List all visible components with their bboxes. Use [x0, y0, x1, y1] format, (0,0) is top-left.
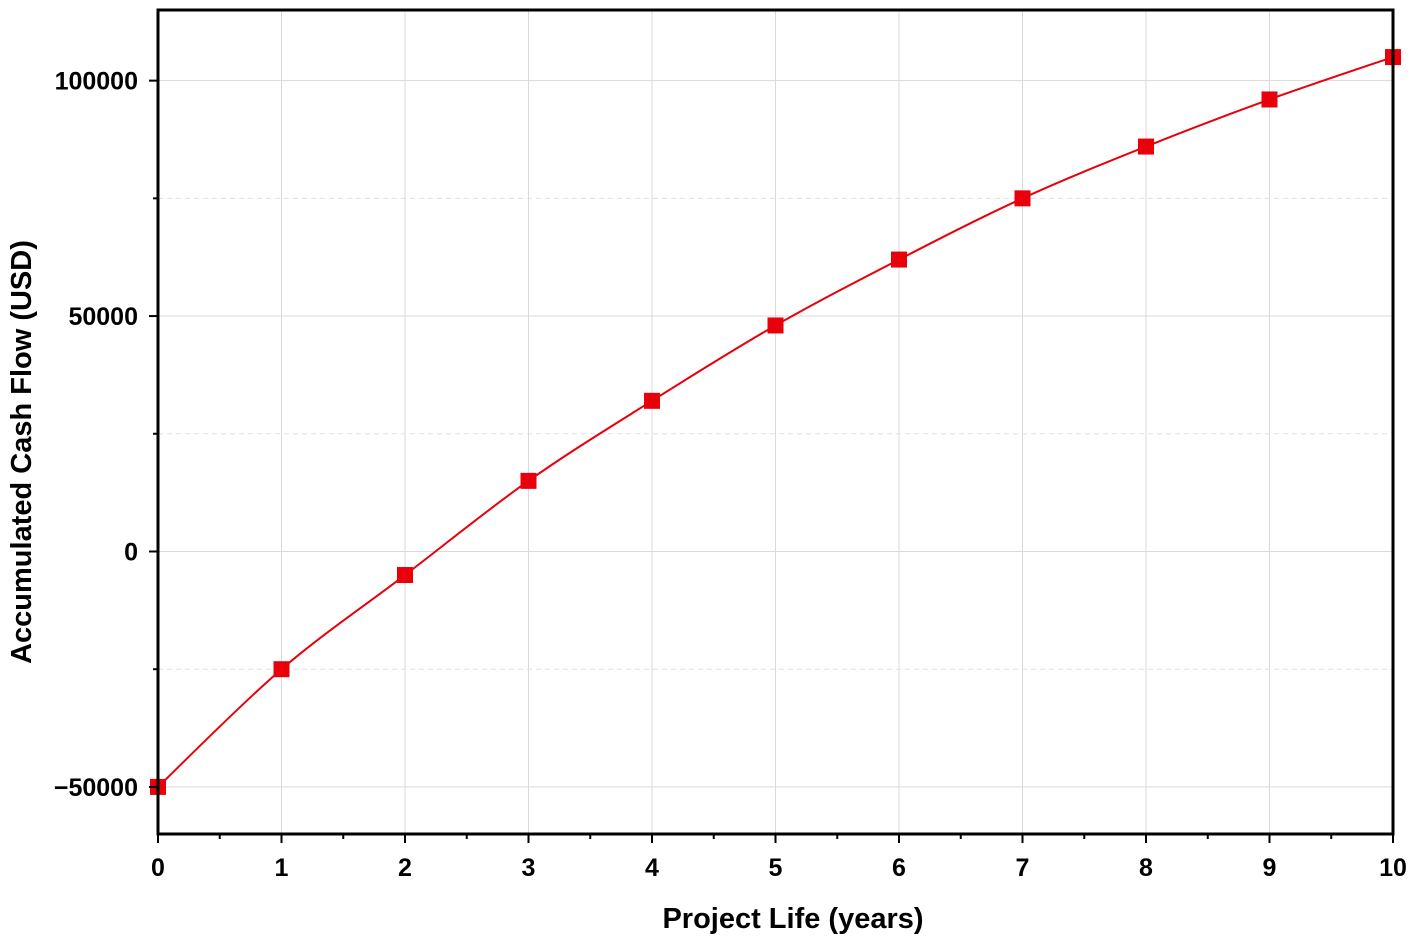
x-tick-label: 8 [1139, 854, 1153, 882]
grid [157, 10, 1394, 834]
data-point-marker [767, 317, 784, 334]
x-tick-label: 9 [1263, 854, 1277, 882]
x-tick-label: 2 [398, 854, 412, 882]
series-line [157, 56, 1394, 788]
series-layer [150, 49, 1401, 795]
data-point-marker [891, 251, 907, 268]
y-tick-label: 50000 [68, 303, 138, 331]
x-axis-title: Project Life (years) [662, 903, 923, 935]
x-tick-label: 5 [769, 854, 783, 882]
x-tick-label: 4 [645, 854, 659, 882]
y-tick-label: 0 [124, 538, 138, 566]
x-tick-label: 0 [151, 854, 165, 882]
data-point-marker [644, 392, 660, 409]
x-tick-label: 3 [522, 854, 536, 882]
data-point-marker [1261, 91, 1278, 108]
y-tick-label: 100000 [55, 68, 138, 96]
data-point-marker [397, 567, 413, 584]
data-point-marker [1138, 138, 1154, 155]
x-tick-label: 6 [892, 854, 906, 882]
data-point-marker [1014, 190, 1031, 207]
axis-ticks: 0 1 2 3 4 5 6 7 8 9 10 −50000 0 50000 100000 [54, 68, 1407, 882]
x-tick-label: 10 [1379, 854, 1407, 882]
y-tick-label: −50000 [54, 774, 138, 802]
x-tick-label: 7 [1016, 854, 1030, 882]
data-point-marker [273, 661, 290, 678]
y-axis-title: Accumulated Cash Flow (USD) [6, 240, 38, 664]
data-point-marker [520, 472, 537, 489]
x-tick-label: 1 [275, 854, 289, 882]
